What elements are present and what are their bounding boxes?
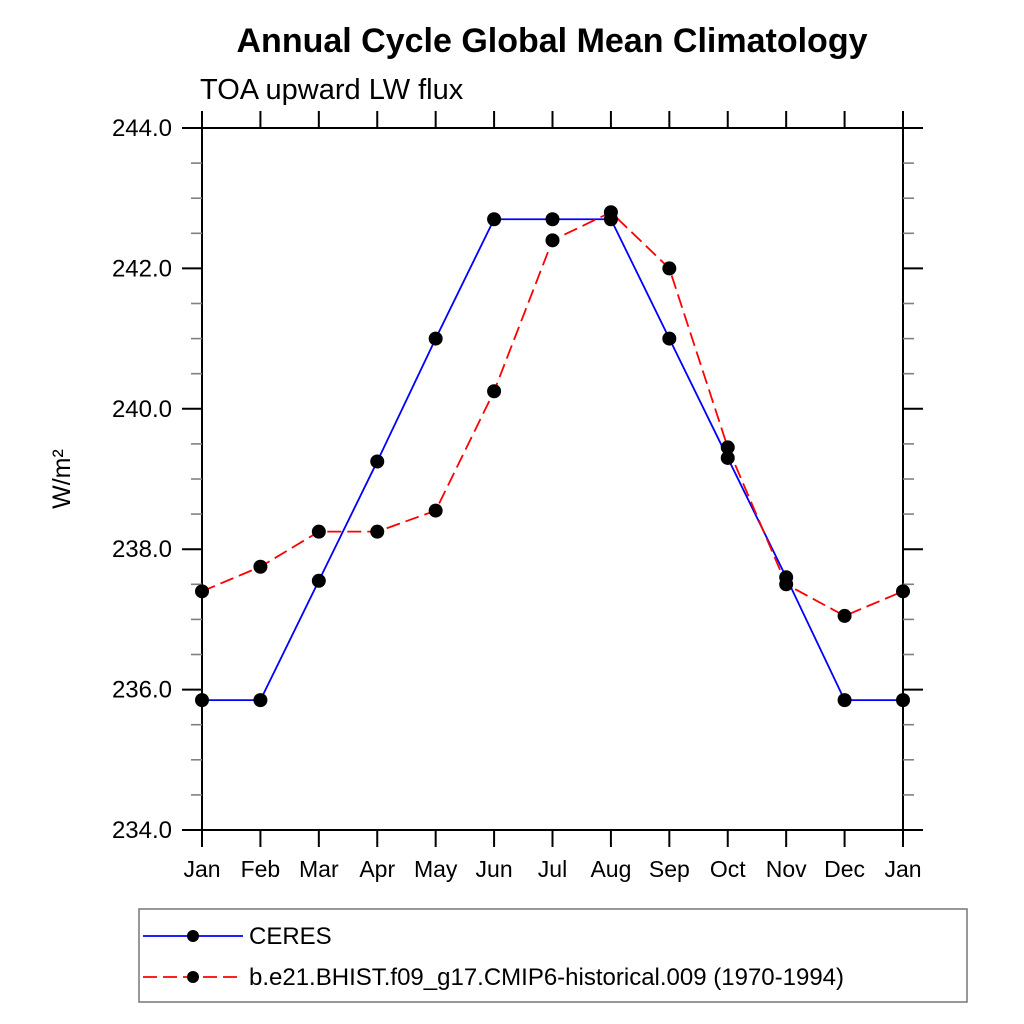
- series-line-1: [201, 211, 904, 617]
- data-point: [662, 331, 677, 346]
- data-point: [662, 261, 677, 276]
- y-tick-label: 236.0: [112, 677, 172, 704]
- legend-marker-icon: [187, 971, 199, 983]
- chart-title: Annual Cycle Global Mean Climatology: [237, 22, 868, 60]
- y-tick-label: 240.0: [112, 396, 172, 423]
- y-tick-label: 238.0: [112, 536, 172, 563]
- data-point: [253, 559, 268, 574]
- data-point: [311, 524, 326, 539]
- legend-label-ceres: CERES: [249, 923, 332, 950]
- data-point: [311, 573, 326, 588]
- x-tick-label: Jan: [183, 856, 220, 882]
- data-point: [837, 693, 852, 708]
- x-tick-label: May: [414, 856, 458, 882]
- axes: 234.0 236.0 238.0 240.0 242.0 244.0 Jan Feb Mar A…: [112, 111, 923, 882]
- legend-box: [138, 908, 968, 1003]
- x-tick-label: Apr: [359, 856, 395, 882]
- chart-subtitle: TOA upward LW flux: [200, 74, 464, 106]
- data-point: [720, 440, 735, 455]
- data-point: [545, 233, 560, 248]
- y-axis-label: W/m²: [48, 449, 76, 509]
- data-point: [428, 503, 443, 518]
- data-point: [896, 693, 910, 708]
- data-point: [195, 693, 209, 708]
- plot-frame: [201, 127, 904, 831]
- y-tick-label: 234.0: [112, 817, 172, 844]
- legend-item-model: b.e21.BHIST.f09_g17.CMIP6-historical.009…: [143, 964, 844, 991]
- x-tick-label: Dec: [824, 856, 865, 882]
- data-point: [487, 212, 502, 227]
- x-tick-label: Feb: [241, 856, 281, 882]
- x-tick-label: Aug: [590, 856, 631, 882]
- x-tick-label: Jun: [476, 856, 513, 882]
- data-series: [195, 205, 910, 708]
- x-tick-label: Nov: [766, 856, 807, 882]
- data-point: [370, 454, 385, 469]
- series-line-0: [202, 218, 903, 702]
- x-tick-label: Jan: [884, 856, 921, 882]
- legend-item-ceres: CERES: [143, 923, 332, 950]
- data-point: [428, 331, 443, 346]
- data-point: [896, 584, 910, 599]
- data-point: [370, 524, 385, 539]
- y-tick-label: 242.0: [112, 255, 172, 282]
- data-point: [779, 577, 794, 592]
- legend: CERES b.e21.BHIST.f09_g17.CMIP6-historic…: [138, 908, 968, 1003]
- data-point: [195, 584, 209, 599]
- data-point: [487, 384, 502, 399]
- legend-marker-icon: [187, 930, 199, 942]
- x-tick-label: Oct: [710, 856, 746, 882]
- data-point: [603, 205, 618, 220]
- data-point: [837, 608, 852, 623]
- data-point: [545, 212, 560, 227]
- legend-label-model: b.e21.BHIST.f09_g17.CMIP6-historical.009…: [249, 964, 844, 991]
- data-point: [253, 693, 268, 708]
- y-tick-label: 244.0: [112, 115, 172, 142]
- data-point: [720, 450, 735, 465]
- x-tick-label: Jul: [538, 856, 567, 882]
- x-tick-label: Mar: [299, 856, 339, 882]
- x-tick-label: Sep: [649, 856, 690, 882]
